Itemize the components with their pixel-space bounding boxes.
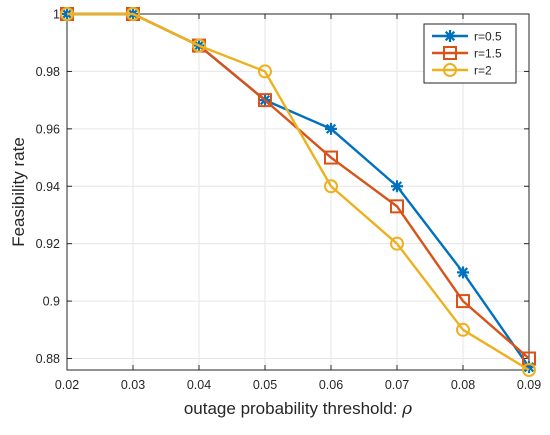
data-point bbox=[126, 7, 140, 21]
x-tick-label: 0.08 bbox=[451, 378, 475, 392]
x-tick-label: 0.07 bbox=[385, 378, 409, 392]
series-layer bbox=[60, 7, 536, 377]
y-tick-label: 0.9 bbox=[43, 295, 60, 309]
data-point bbox=[60, 7, 74, 21]
legend: r=0.5 r=1.5 r=2 bbox=[423, 23, 517, 84]
x-tick-label: 0.03 bbox=[121, 378, 145, 392]
data-point bbox=[390, 199, 404, 214]
legend-label: r=1.5 bbox=[474, 47, 502, 61]
y-tick-label: 1 bbox=[53, 8, 60, 22]
y-tick-label: 0.88 bbox=[36, 352, 60, 366]
data-point bbox=[456, 294, 470, 309]
data-point bbox=[522, 363, 536, 377]
data-point bbox=[258, 64, 272, 79]
x-tick-label: 0.05 bbox=[253, 378, 277, 392]
axis-ticks: 0.02 0.03 0.04 0.05 0.06 0.07 0.08 0.09 0.88 0.9 0… bbox=[36, 8, 542, 393]
x-tick-label: 0.04 bbox=[187, 378, 211, 392]
data-point bbox=[324, 179, 338, 194]
x-axis-label-symbol: ρ bbox=[401, 399, 412, 419]
data-point bbox=[456, 322, 470, 337]
data-point bbox=[391, 180, 403, 193]
legend-label: r=0.5 bbox=[474, 30, 502, 44]
legend-marker bbox=[443, 63, 457, 77]
x-axis-label-text: outage probability threshold: bbox=[184, 399, 402, 418]
y-tick-label: 0.94 bbox=[36, 180, 60, 194]
x-tick-label: 0.06 bbox=[319, 378, 343, 392]
plot-frame bbox=[66, 13, 530, 371]
data-point bbox=[324, 150, 338, 165]
data-point bbox=[325, 122, 337, 135]
data-point bbox=[457, 266, 469, 279]
legend-label: r=2 bbox=[474, 64, 492, 78]
series-line bbox=[67, 12, 530, 372]
x-axis-label: outage probability threshold: ρ bbox=[184, 399, 412, 419]
data-point bbox=[390, 236, 404, 251]
data-point bbox=[192, 38, 206, 53]
legend-marker bbox=[443, 46, 457, 60]
legend-marker bbox=[444, 30, 456, 42]
x-tick-label: 0.02 bbox=[55, 378, 79, 392]
data-point bbox=[258, 93, 272, 108]
y-tick-label: 0.92 bbox=[36, 237, 60, 251]
y-axis-label: Feasibility rate bbox=[9, 137, 28, 247]
y-tick-label: 0.96 bbox=[36, 122, 60, 136]
data-point bbox=[523, 361, 535, 374]
x-tick-label: 0.09 bbox=[517, 378, 541, 392]
series-3 bbox=[60, 7, 536, 377]
y-tick-label: 0.98 bbox=[36, 65, 60, 79]
